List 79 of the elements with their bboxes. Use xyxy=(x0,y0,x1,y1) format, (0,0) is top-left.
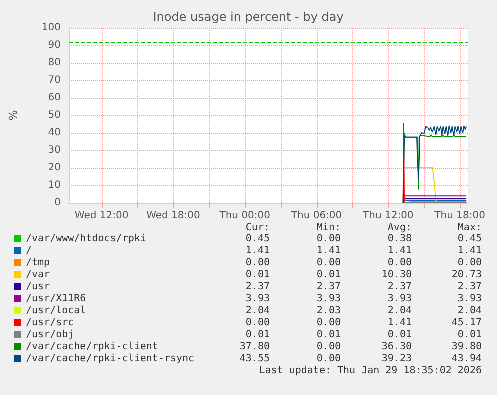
text: 2.37 xyxy=(316,282,341,292)
y-tick-label: 80 xyxy=(48,58,61,68)
text: 1.41 xyxy=(388,246,412,256)
legend-label: /var/cache/rpki-client-rsync xyxy=(26,354,195,364)
text: 39.80 xyxy=(452,342,482,352)
text: 3.93 xyxy=(458,294,482,304)
text: 0.01 xyxy=(316,270,341,280)
text: 1.41 xyxy=(388,318,412,328)
text: 0.00 xyxy=(316,258,341,268)
x-tick-label: Wed 12:00 xyxy=(74,210,129,222)
x-tick-label: Thu 18:00 xyxy=(434,210,486,222)
x-tick-label: Thu 06:00 xyxy=(290,210,342,222)
text: 0.00 xyxy=(388,258,412,268)
legend-label: /usr/obj xyxy=(26,330,74,340)
text: 43.94 xyxy=(452,354,482,364)
y-tick-label: 70 xyxy=(48,75,61,86)
text: 36.30 xyxy=(382,342,412,352)
text: 2.37 xyxy=(458,282,482,292)
legend-label: /usr/X11R6 xyxy=(26,294,86,304)
legend-label: / xyxy=(26,246,32,256)
legend-label: /tmp xyxy=(26,258,50,268)
text: 0.01 xyxy=(246,330,270,340)
text: 2.03 xyxy=(316,306,341,316)
text: Cur: xyxy=(246,222,270,234)
text: 3.93 xyxy=(316,294,341,304)
x-tick-label: Thu 12:00 xyxy=(362,210,414,222)
legend-label: /var/www/htdocs/rpki xyxy=(26,234,146,244)
text: 1.41 xyxy=(458,246,482,256)
text: Avg: xyxy=(388,222,412,234)
text: 3.93 xyxy=(388,294,412,304)
text: 0.38 xyxy=(388,234,412,244)
legend-label: /var/cache/rpki-client xyxy=(26,342,158,352)
text: 0.00 xyxy=(316,354,341,364)
text: 2.04 xyxy=(458,306,482,316)
text: 0.00 xyxy=(316,342,341,352)
y-tick-label: 90 xyxy=(48,40,61,51)
text: 0.00 xyxy=(246,258,270,268)
text: Last update: Thu Jan 29 18:35:02 2026 xyxy=(259,366,482,376)
text: 0.01 xyxy=(458,330,482,340)
x-tick-label: Wed 18:00 xyxy=(146,210,200,222)
y-tick-label: 20 xyxy=(48,162,61,174)
text: 0.00 xyxy=(246,318,270,328)
x-tick-label: Thu 00:00 xyxy=(218,210,271,222)
y-tick-label: 60 xyxy=(48,92,61,104)
text: 0.00 xyxy=(316,318,341,328)
text: Max: xyxy=(458,222,482,234)
text: 39.23 xyxy=(382,354,412,364)
legend-label: /usr xyxy=(26,282,50,292)
y-axis-title: % xyxy=(7,110,20,121)
text: 0.01 xyxy=(246,270,270,280)
text: 10.30 xyxy=(382,270,412,280)
text: 0.00 xyxy=(458,258,482,268)
y-tick-label: 40 xyxy=(48,128,61,138)
y-tick-label: 30 xyxy=(48,145,61,156)
text: 1.41 xyxy=(246,246,270,256)
text: 2.04 xyxy=(246,306,270,316)
legend-label: /var xyxy=(26,270,50,280)
text: 0.01 xyxy=(388,330,412,340)
text: 3.93 xyxy=(246,294,270,304)
text: 0.00 xyxy=(316,234,341,244)
text: 20.73 xyxy=(452,270,482,280)
y-tick-label: 10 xyxy=(48,180,61,191)
legend-label: /usr/local xyxy=(26,306,86,316)
y-tick-label: 0 xyxy=(54,198,61,208)
legend-label: /usr/src xyxy=(26,318,74,328)
text: 2.37 xyxy=(388,282,412,292)
text: 43.55 xyxy=(240,354,270,364)
text: 2.37 xyxy=(246,282,270,292)
text: 45.17 xyxy=(452,318,482,328)
chart-title: Inode usage in percent - by day xyxy=(153,10,344,24)
y-tick-label: 50 xyxy=(48,110,61,121)
text: 0.45 xyxy=(458,234,482,244)
text: 1.41 xyxy=(316,246,341,256)
text: 2.04 xyxy=(388,306,412,316)
y-tick-label: 100 xyxy=(42,22,61,34)
text: 37.80 xyxy=(240,342,270,352)
text: 0.01 xyxy=(316,330,341,340)
text: Min: xyxy=(316,222,341,234)
text: 0.45 xyxy=(246,234,270,244)
